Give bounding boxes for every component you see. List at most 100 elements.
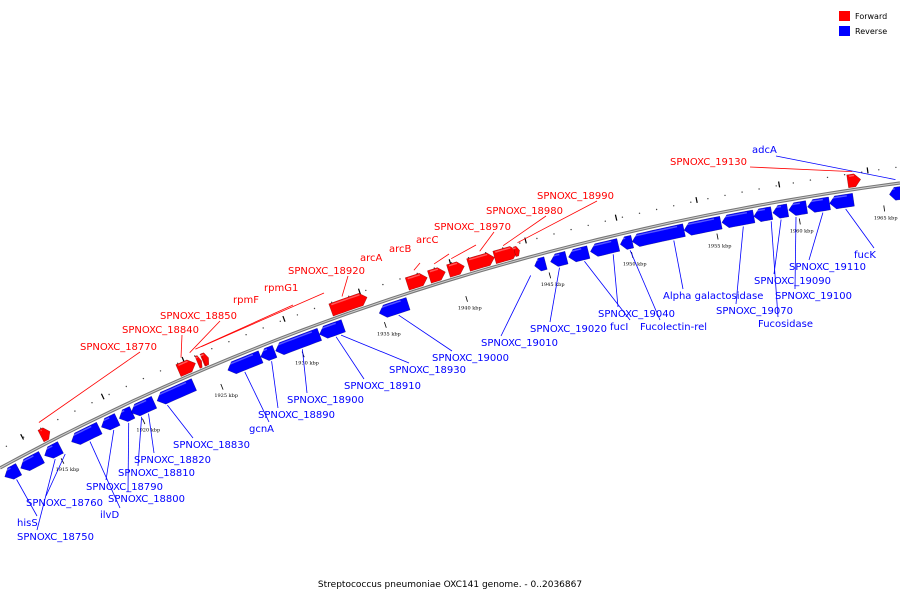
gene-rev-11[interactable] bbox=[319, 319, 346, 339]
label-spnoxc-18810[interactable]: SPNOXC_18810 bbox=[118, 416, 195, 479]
gene-fwd-18990[interactable] bbox=[512, 246, 520, 257]
gene-fwd-arca[interactable] bbox=[405, 273, 428, 291]
label-arcc[interactable]: arcC bbox=[416, 235, 477, 260]
label-gcna[interactable]: gcnA bbox=[244, 371, 274, 435]
gene-rev-23[interactable] bbox=[788, 200, 808, 216]
major-tick bbox=[357, 288, 361, 295]
label-spnoxc-18790[interactable]: SPNOXC_18790 bbox=[86, 429, 163, 493]
label-spnoxc-18750[interactable]: SPNOXC_18750 bbox=[17, 459, 94, 543]
label-rpmg1[interactable]: rpmG1 bbox=[201, 283, 325, 347]
svg-text:arcC: arcC bbox=[416, 235, 439, 246]
scale-dot bbox=[895, 166, 897, 169]
label-adca[interactable]: adcA bbox=[752, 145, 896, 180]
label-arcb[interactable]: arcB bbox=[389, 244, 450, 265]
label-spnoxc-19010[interactable]: SPNOXC_19010 bbox=[481, 275, 558, 349]
label-spnoxc-18800[interactable]: SPNOXC_18800 bbox=[108, 422, 185, 505]
gene-fwd-19130[interactable] bbox=[846, 173, 861, 188]
label-spnoxc-18840[interactable]: SPNOXC_18840 bbox=[122, 325, 199, 358]
scale-dot bbox=[655, 208, 658, 211]
label-spnoxc-19020[interactable]: SPNOXC_19020 bbox=[530, 267, 607, 335]
gene-rev-1[interactable] bbox=[20, 451, 45, 471]
label-spnoxc-19130[interactable]: SPNOXC_19130 bbox=[670, 157, 853, 172]
label-spnoxc-19100[interactable]: SPNOXC_19100 bbox=[775, 216, 852, 302]
label-alpha-galactosidase[interactable]: Alpha galactosidase bbox=[663, 240, 763, 303]
gene-fwd-arcb[interactable] bbox=[427, 267, 446, 284]
gene-rev-7[interactable] bbox=[156, 378, 197, 405]
label-spnoxc-18760[interactable]: SPNOXC_18760 bbox=[26, 453, 103, 509]
gene-rev-26[interactable] bbox=[889, 186, 900, 201]
gene-rev-2[interactable] bbox=[43, 441, 64, 459]
scale-dot bbox=[91, 402, 93, 404]
label-spnoxc-18830[interactable]: SPNOXC_18830 bbox=[167, 404, 250, 451]
gene-fwd-arcc[interactable] bbox=[446, 261, 465, 278]
label-fucolectin-rel[interactable]: Fucolectin-rel bbox=[629, 250, 707, 333]
label-spnoxc-18900[interactable]: SPNOXC_18900 bbox=[287, 349, 364, 406]
gene-fwd-18920[interactable] bbox=[328, 293, 368, 317]
label-spnoxc-19110[interactable]: SPNOXC_19110 bbox=[789, 212, 866, 273]
gene-rev-4[interactable] bbox=[100, 413, 121, 431]
label-hiss[interactable]: hisS bbox=[16, 479, 38, 530]
label-spnoxc-18990[interactable]: SPNOXC_18990 bbox=[517, 191, 615, 244]
scale-dot bbox=[707, 198, 709, 200]
label-spnoxc-18820[interactable]: SPNOXC_18820 bbox=[134, 413, 211, 466]
label-spnoxc-18970[interactable]: SPNOXC_18970 bbox=[434, 222, 511, 252]
gene-rev-0[interactable] bbox=[4, 463, 23, 480]
svg-text:adcA: adcA bbox=[752, 145, 777, 156]
gene-fwd-18770[interactable] bbox=[37, 427, 51, 443]
label-spnoxc-18930[interactable]: SPNOXC_18930 bbox=[340, 334, 466, 376]
gene-rev-16[interactable] bbox=[590, 238, 620, 257]
gene-fwd-18850[interactable] bbox=[193, 355, 203, 369]
gene-rev-9[interactable] bbox=[260, 345, 278, 361]
label-spnoxc-19090[interactable]: SPNOXC_19090 bbox=[754, 219, 831, 287]
gene-rev-18[interactable] bbox=[631, 223, 686, 247]
svg-text:SPNOXC_19040: SPNOXC_19040 bbox=[598, 309, 675, 320]
gene-rev-12[interactable] bbox=[379, 297, 411, 318]
svg-text:SPNOXC_18980: SPNOXC_18980 bbox=[486, 206, 563, 217]
scale-dot bbox=[673, 205, 675, 207]
label-arca[interactable]: arcA bbox=[360, 253, 421, 271]
label-spnoxc-18770[interactable]: SPNOXC_18770 bbox=[38, 342, 157, 423]
label-spnoxc-18850[interactable]: SPNOXC_18850 bbox=[160, 311, 237, 353]
scale-dot bbox=[843, 174, 846, 176]
label-spnoxc-19070[interactable]: SPNOXC_19070 bbox=[716, 226, 793, 318]
label-ilvd[interactable]: ilvD bbox=[89, 441, 121, 521]
gene-rev-25[interactable] bbox=[829, 193, 855, 210]
axis-tick bbox=[548, 272, 552, 279]
label-spnoxc-19000[interactable]: SPNOXC_19000 bbox=[398, 314, 509, 364]
svg-text:SPNOXC_19010: SPNOXC_19010 bbox=[481, 338, 558, 349]
scale-dot bbox=[399, 278, 401, 280]
label-spnoxc-18980[interactable]: SPNOXC_18980 bbox=[486, 206, 563, 247]
scale-dot bbox=[570, 228, 572, 231]
gene-rev-19[interactable] bbox=[683, 216, 723, 236]
gene-rev-3[interactable] bbox=[70, 421, 103, 445]
genome-backbone-highlight bbox=[0, 182, 900, 469]
gene-rev-14[interactable] bbox=[550, 251, 569, 267]
svg-text:rpmG1: rpmG1 bbox=[264, 283, 298, 294]
axis-tick-label: 1930 kbp bbox=[295, 361, 319, 367]
svg-text:fucK: fucK bbox=[854, 250, 876, 261]
gene-rev-15[interactable] bbox=[568, 245, 591, 263]
label-spnoxc-18890[interactable]: SPNOXC_18890 bbox=[258, 361, 335, 421]
gene-rev-21[interactable] bbox=[753, 206, 774, 222]
gene-rev-13[interactable] bbox=[534, 256, 548, 272]
svg-text:SPNOXC_18830: SPNOXC_18830 bbox=[173, 440, 250, 451]
gene-fwd-18970[interactable] bbox=[466, 252, 495, 272]
label-spnoxc-18920[interactable]: SPNOXC_18920 bbox=[288, 266, 365, 297]
label-fuck[interactable]: fucK bbox=[845, 208, 877, 261]
gene-fwd-18840[interactable] bbox=[175, 359, 196, 377]
gene-rev-24[interactable] bbox=[807, 196, 831, 213]
svg-text:SPNOXC_18930: SPNOXC_18930 bbox=[389, 365, 466, 376]
label-spnoxc-19040[interactable]: SPNOXC_19040 bbox=[598, 254, 675, 320]
gene-rev-6[interactable] bbox=[130, 396, 157, 417]
gene-rev-22[interactable] bbox=[772, 203, 789, 219]
label-fuci[interactable]: fucI bbox=[584, 261, 631, 333]
axis-tick-label: 1935 kbp bbox=[377, 331, 401, 337]
axis-tick-label: 1920 kbp bbox=[136, 427, 160, 433]
label-rpmf[interactable]: rpmF bbox=[195, 295, 294, 350]
axis-tick-label: 1960 kbp bbox=[790, 228, 814, 234]
gene-fwd-rpmg1[interactable] bbox=[200, 352, 209, 366]
label-spnoxc-18910[interactable]: SPNOXC_18910 bbox=[335, 336, 421, 392]
gene-rev-17[interactable] bbox=[620, 235, 634, 250]
gene-rev-8[interactable] bbox=[227, 350, 264, 374]
legend-label: Forward bbox=[855, 12, 887, 21]
